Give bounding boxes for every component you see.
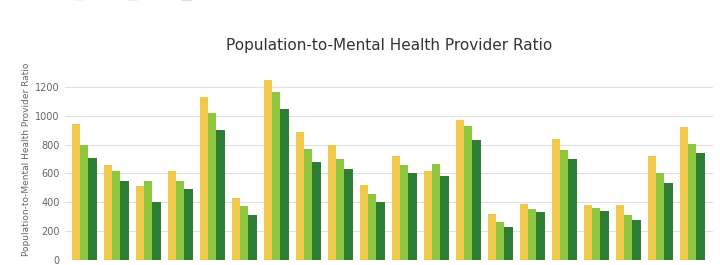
Bar — [360, 185, 368, 260]
Bar — [488, 214, 496, 260]
Bar — [217, 130, 225, 260]
Bar — [616, 205, 624, 260]
Bar — [153, 202, 161, 260]
Bar — [112, 170, 120, 260]
Bar — [144, 181, 153, 260]
Bar — [120, 181, 129, 260]
Bar — [89, 158, 96, 260]
Bar — [648, 156, 656, 260]
Bar — [592, 208, 600, 260]
Bar — [312, 162, 321, 260]
Bar — [208, 113, 217, 260]
Bar — [688, 144, 696, 260]
Bar — [368, 193, 377, 260]
Bar — [232, 198, 240, 260]
Bar — [328, 145, 336, 260]
Bar — [176, 181, 184, 260]
Bar — [240, 206, 248, 260]
Bar — [136, 186, 144, 260]
Legend: 2015, 2017, 2019: 2015, 2017, 2019 — [70, 0, 225, 5]
Bar — [624, 215, 632, 260]
Bar — [281, 109, 289, 260]
Bar — [665, 183, 672, 260]
Bar — [656, 173, 665, 260]
Bar — [680, 127, 688, 260]
Bar — [569, 159, 577, 260]
Bar — [400, 165, 408, 260]
Bar — [168, 170, 176, 260]
Bar — [536, 212, 545, 260]
Y-axis label: Population-to-Mental Health Provider Ratio: Population-to-Mental Health Provider Rat… — [22, 62, 31, 256]
Bar — [600, 211, 609, 260]
Bar — [304, 149, 312, 260]
Bar — [432, 164, 441, 260]
Bar — [696, 153, 705, 260]
Bar — [408, 173, 417, 260]
Bar — [184, 189, 193, 260]
Bar — [520, 204, 528, 260]
Bar — [552, 139, 560, 260]
Bar — [584, 205, 592, 260]
Title: Population-to-Mental Health Provider Ratio: Population-to-Mental Health Provider Rat… — [225, 38, 552, 53]
Bar — [248, 215, 257, 260]
Bar — [441, 175, 449, 260]
Bar — [72, 125, 80, 260]
Bar — [80, 145, 89, 260]
Bar — [296, 132, 304, 260]
Bar — [344, 169, 353, 260]
Bar — [272, 92, 281, 260]
Bar — [560, 150, 569, 260]
Bar — [528, 209, 536, 260]
Bar — [336, 159, 344, 260]
Bar — [392, 156, 400, 260]
Bar — [264, 80, 272, 260]
Bar — [632, 220, 641, 260]
Bar — [377, 202, 384, 260]
Bar — [200, 97, 208, 260]
Bar — [496, 222, 505, 260]
Bar — [104, 165, 112, 260]
Bar — [505, 227, 513, 260]
Bar — [464, 126, 472, 260]
Bar — [472, 140, 481, 260]
Bar — [424, 170, 432, 260]
Bar — [456, 120, 464, 260]
